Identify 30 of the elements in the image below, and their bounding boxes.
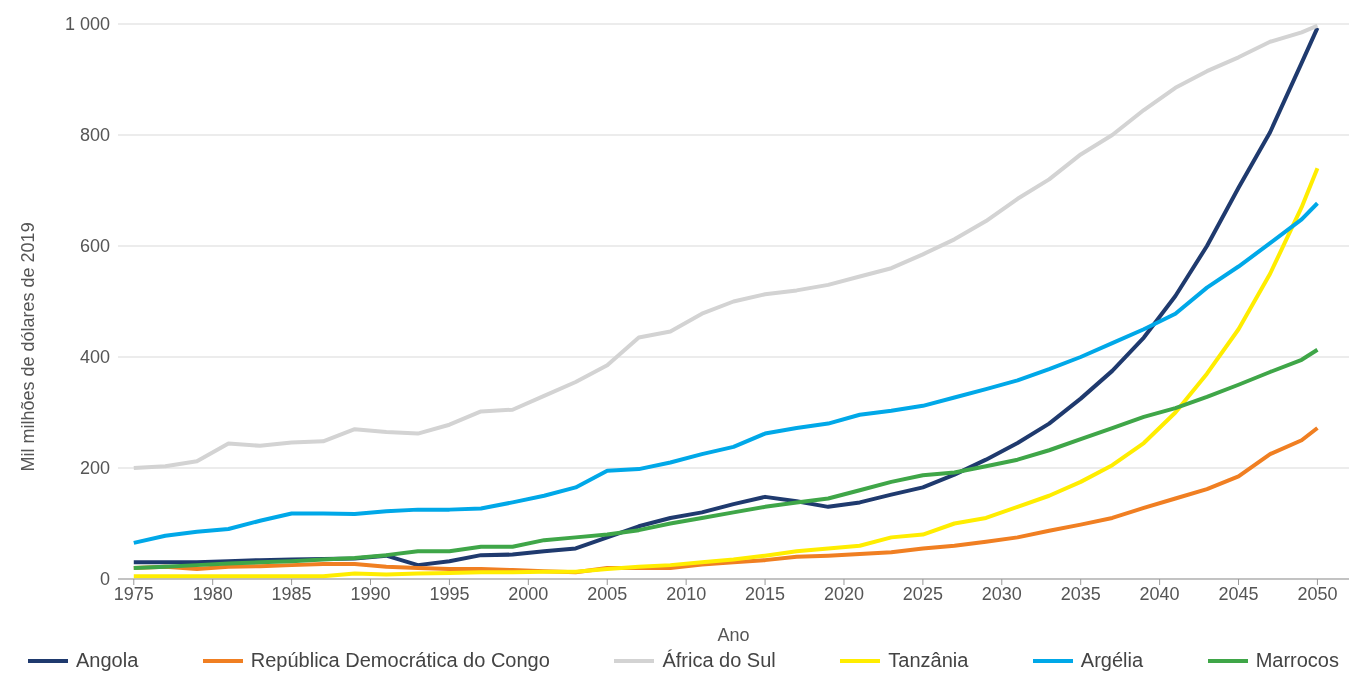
- x-tick-label: 2030: [981, 583, 1022, 604]
- legend-label: Angola: [76, 649, 139, 672]
- y-tick-label: 200: [79, 458, 110, 479]
- legend-label: República Democrática do Congo: [250, 649, 550, 672]
- x-tick-label: 2025: [902, 583, 943, 604]
- y-tick-label: 1 000: [64, 14, 110, 35]
- x-tick-label: 1980: [192, 583, 233, 604]
- legend-label: África do Sul: [662, 649, 776, 672]
- x-tick-label: 1975: [113, 583, 154, 604]
- x-tick-label: 2045: [1218, 583, 1259, 604]
- x-tick-label: 1985: [271, 583, 312, 604]
- y-tick-label: 400: [79, 347, 110, 368]
- x-tick-label: 2035: [1060, 583, 1101, 604]
- x-tick-label: 2040: [1139, 583, 1180, 604]
- x-axis-title: Ano: [717, 625, 750, 645]
- y-axis-title: Mil milhões de dólares de 2019: [18, 222, 39, 472]
- y-tick-label: 0: [99, 569, 110, 590]
- y-tick-label: 600: [79, 236, 110, 257]
- x-tick-label: 2015: [745, 583, 786, 604]
- legend-label: Argélia: [1080, 649, 1144, 672]
- x-tick-label: 1995: [429, 583, 470, 604]
- x-tick-label: 2020: [823, 583, 864, 604]
- legend-label: Tanzânia: [888, 649, 969, 672]
- x-tick-label: 2005: [587, 583, 628, 604]
- x-tick-label: 2010: [666, 583, 707, 604]
- y-tick-label: 800: [79, 125, 110, 146]
- x-tick-label: 2050: [1297, 583, 1338, 604]
- legend-label: Marrocos: [1255, 649, 1339, 672]
- x-tick-label: 2000: [508, 583, 549, 604]
- x-tick-label: 1990: [350, 583, 391, 604]
